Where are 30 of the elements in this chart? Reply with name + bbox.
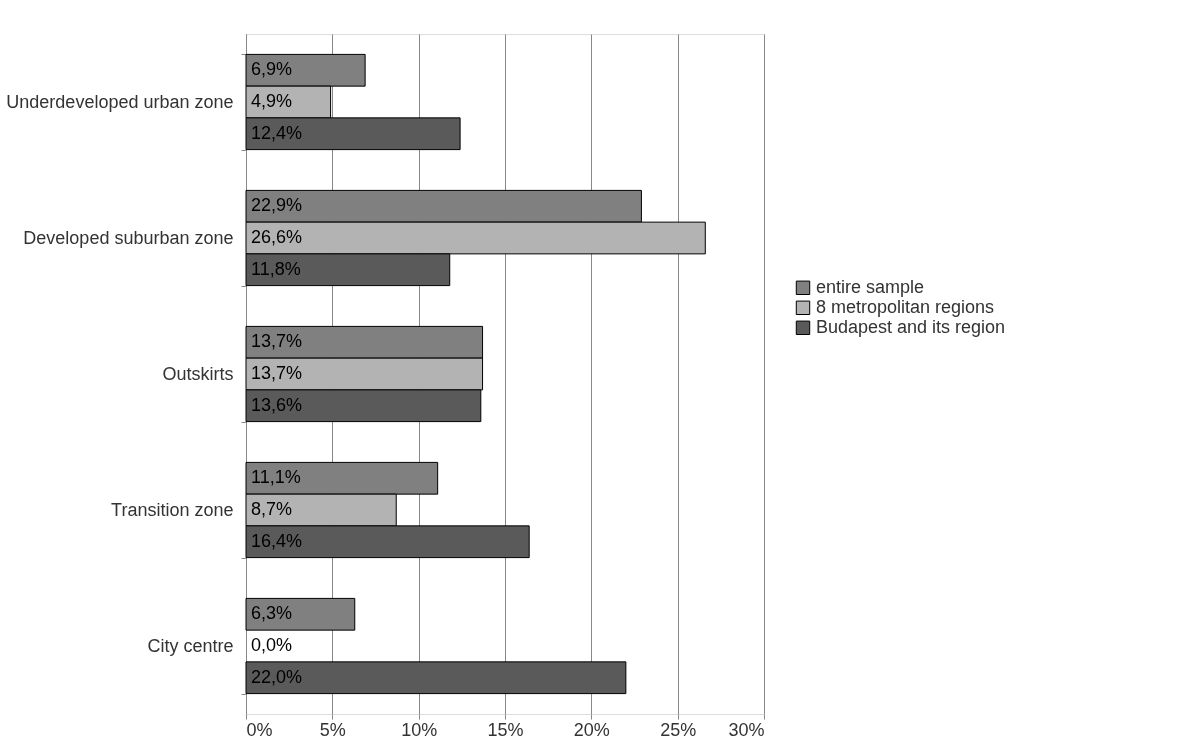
- legend-label: entire sample: [816, 276, 925, 297]
- data-label: 22,0%: [251, 666, 303, 687]
- x-tick-label: 0%: [246, 719, 273, 740]
- x-tick-label: 15%: [487, 719, 524, 740]
- x-tick-label: 10%: [401, 719, 438, 740]
- x-tick-label: 25%: [660, 719, 697, 740]
- data-label: 4,9%: [251, 91, 293, 111]
- data-label: 6,3%: [251, 603, 293, 624]
- data-label: 22,9%: [251, 195, 303, 216]
- y-tick-label: Transition zone: [111, 499, 234, 520]
- y-tick-label: Developed suburban zone: [23, 227, 234, 248]
- x-tick-label: 30%: [728, 719, 765, 740]
- data-label: 6,9%: [251, 59, 293, 80]
- data-label: 0,0%: [251, 635, 293, 655]
- data-label: 8,7%: [251, 499, 293, 519]
- data-label: 12,4%: [251, 122, 303, 143]
- data-label: 13,6%: [251, 394, 303, 415]
- data-label: 11,1%: [251, 467, 301, 488]
- y-tick-label: Outskirts: [162, 363, 234, 384]
- data-label: 26,6%: [251, 227, 303, 247]
- data-label: 11,8%: [251, 258, 301, 279]
- x-tick-label: 20%: [573, 719, 610, 740]
- x-tick-label: 5%: [319, 719, 346, 740]
- legend-label: 8 metropolitan regions: [816, 296, 995, 317]
- data-label: 16,4%: [251, 530, 303, 551]
- data-label: 13,7%: [251, 363, 303, 383]
- data-label: 13,7%: [251, 331, 303, 352]
- y-tick-label: Underdeveloped urban zone: [6, 91, 234, 112]
- legend-label: Budapest and its region: [816, 316, 1006, 337]
- y-tick-label: City centre: [147, 635, 234, 656]
